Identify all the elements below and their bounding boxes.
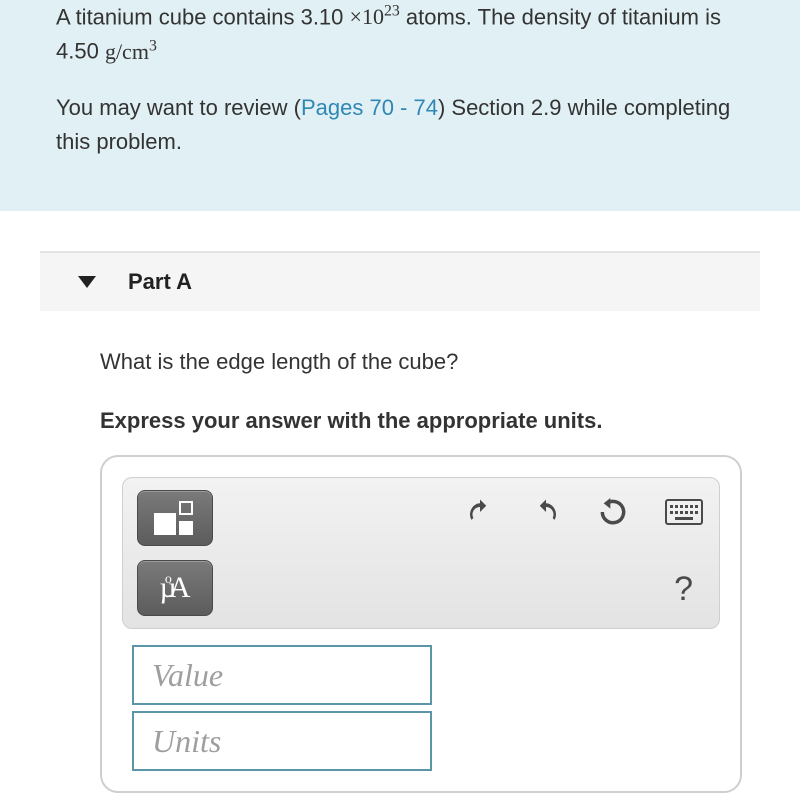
reset-button[interactable] <box>597 496 629 528</box>
micro-angstrom-button[interactable]: µoA <box>137 560 213 616</box>
question-text: What is the edge length of the cube? <box>100 345 760 378</box>
undo-button[interactable] <box>465 497 495 527</box>
part-a-header[interactable]: Part A <box>40 253 760 311</box>
units-icon: µoA <box>160 571 191 605</box>
question-area: What is the edge length of the cube? Exp… <box>0 311 800 793</box>
pages-link[interactable]: Pages 70 - 74 <box>301 95 438 120</box>
value-input[interactable]: Value <box>132 645 432 705</box>
problem-text-1: A titanium cube contains 3.10 ×1023 atom… <box>56 0 744 69</box>
undo-icon <box>465 497 495 527</box>
problem-reference: You may want to review (Pages 70 - 74) S… <box>56 91 744 159</box>
keyboard-button[interactable] <box>665 499 703 525</box>
unit-exp: 3 <box>149 37 157 54</box>
answer-inputs: Value Units <box>132 645 720 771</box>
help-button[interactable]: ? <box>674 570 693 609</box>
collapse-icon <box>78 276 96 288</box>
fraction-template-button[interactable] <box>137 490 213 546</box>
exponent: 23 <box>384 3 400 20</box>
text: A titanium cube contains 3.10 <box>56 4 350 29</box>
keyboard-icon <box>665 499 703 525</box>
redo-icon <box>531 497 561 527</box>
text: You may want to review ( <box>56 95 301 120</box>
units-input[interactable]: Units <box>132 711 432 771</box>
reset-icon <box>597 496 629 528</box>
template-icon <box>154 501 196 535</box>
problem-statement: A titanium cube contains 3.10 ×1023 atom… <box>0 0 800 211</box>
part-label: Part A <box>128 269 192 295</box>
times-sign: × <box>350 4 362 29</box>
base: 10 <box>362 4 384 29</box>
answer-panel: µoA <box>100 455 742 793</box>
answer-instruction: Express your answer with the appropriate… <box>100 404 760 437</box>
redo-button[interactable] <box>531 497 561 527</box>
equation-toolbar: µoA <box>122 477 720 629</box>
unit: g/cm <box>105 39 149 64</box>
